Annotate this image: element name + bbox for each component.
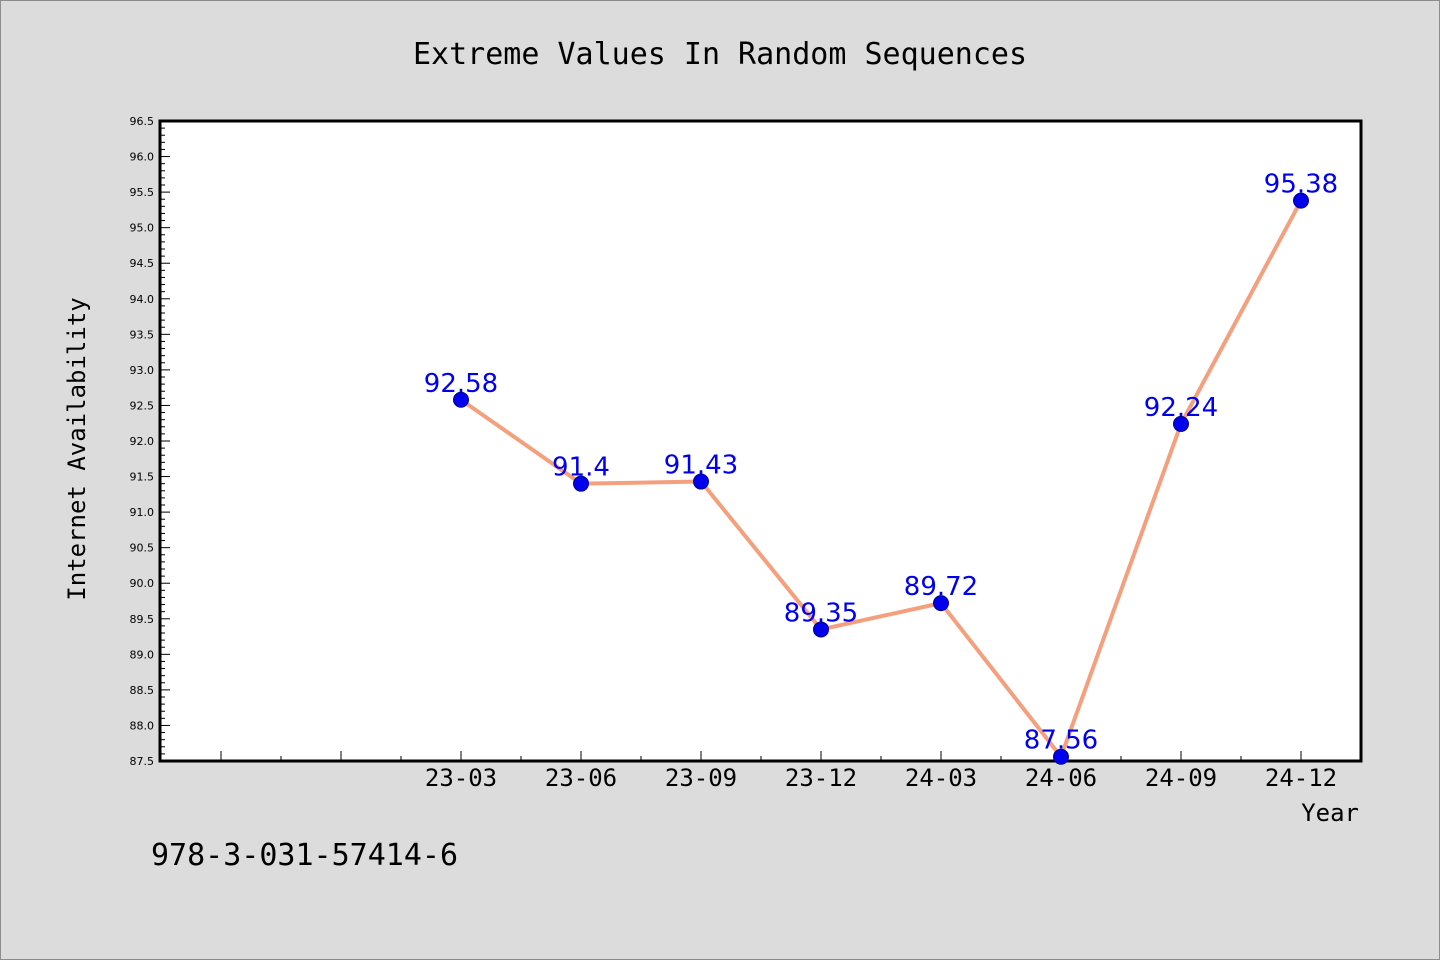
data-label: 89.72 — [904, 572, 978, 602]
data-label: 91.43 — [664, 451, 738, 481]
y-tick-label: 92.5 — [130, 399, 155, 412]
y-tick-label: 89.5 — [130, 613, 155, 626]
data-point — [1293, 192, 1309, 209]
y-tick-label: 91.5 — [130, 471, 155, 484]
y-tick-label: 96.0 — [130, 151, 155, 164]
x-tick-label: 24-03 — [905, 764, 977, 792]
y-tick-label: 89.0 — [130, 648, 155, 661]
y-tick-label: 94.0 — [130, 293, 155, 306]
series-markers — [453, 192, 1309, 765]
data-point — [1173, 415, 1189, 432]
y-tick-label: 95.5 — [130, 186, 155, 199]
data-label: 89.35 — [784, 598, 858, 628]
data-point — [573, 475, 589, 492]
x-axis-ticks: 23-03 23-06 23-09 23-12 24-03 24-06 24-09 24-12 — [160, 751, 1362, 792]
x-tick-label: 23-09 — [665, 764, 737, 792]
data-label: 92.58 — [424, 369, 498, 399]
plot-area — [158, 119, 1363, 763]
x-axis-label: Year — [1301, 799, 1359, 827]
data-point — [813, 621, 829, 638]
data-label: 95.38 — [1264, 170, 1338, 200]
y-tick-label: 90.0 — [130, 577, 155, 590]
data-point — [453, 391, 469, 408]
y-tick-label: 87.5 — [130, 755, 155, 768]
series-line — [459, 199, 1303, 759]
data-point — [693, 473, 709, 490]
y-tick-label: 96.5 — [130, 115, 155, 128]
y-tick-label: 95.0 — [130, 222, 155, 235]
series-line-group — [459, 199, 1303, 759]
y-tick-label: 93.0 — [130, 364, 155, 377]
y-axis-label: Internet Availability — [63, 297, 91, 600]
y-tick-label: 90.5 — [130, 542, 155, 555]
data-label: 87.56 — [1024, 726, 1098, 756]
x-tick-label: 24-12 — [1265, 764, 1337, 792]
x-tick-label: 23-12 — [785, 764, 857, 792]
x-tick-label: 23-03 — [425, 764, 497, 792]
y-tick-label: 93.5 — [130, 328, 155, 341]
y-tick-label: 92.0 — [130, 435, 155, 448]
y-tick-label: 91.0 — [130, 506, 155, 519]
data-label: 92.24 — [1144, 393, 1218, 423]
y-tick-label: 88.5 — [130, 684, 155, 697]
data-label: 91.4 — [552, 453, 610, 483]
x-tick-label: 24-06 — [1025, 764, 1097, 792]
chart-title: Extreme Values In Random Sequences — [413, 37, 1027, 72]
y-axis-ticks: 87.5 88.0 88.5 89.0 89.5 90.0 90.5 91.0 91.5 92.0… — [130, 115, 170, 768]
data-point — [933, 595, 949, 612]
footer-isbn: 978-3-031-57414-6 — [151, 838, 458, 873]
x-tick-label: 23-06 — [545, 764, 617, 792]
data-labels: 92.58 91.4 91.43 89.35 89.72 87.56 92.24 95.38 — [424, 170, 1338, 756]
x-tick-label: 24-09 — [1145, 764, 1217, 792]
y-tick-label: 88.0 — [130, 719, 155, 732]
data-point — [1053, 748, 1069, 765]
y-tick-label: 94.5 — [130, 257, 155, 270]
